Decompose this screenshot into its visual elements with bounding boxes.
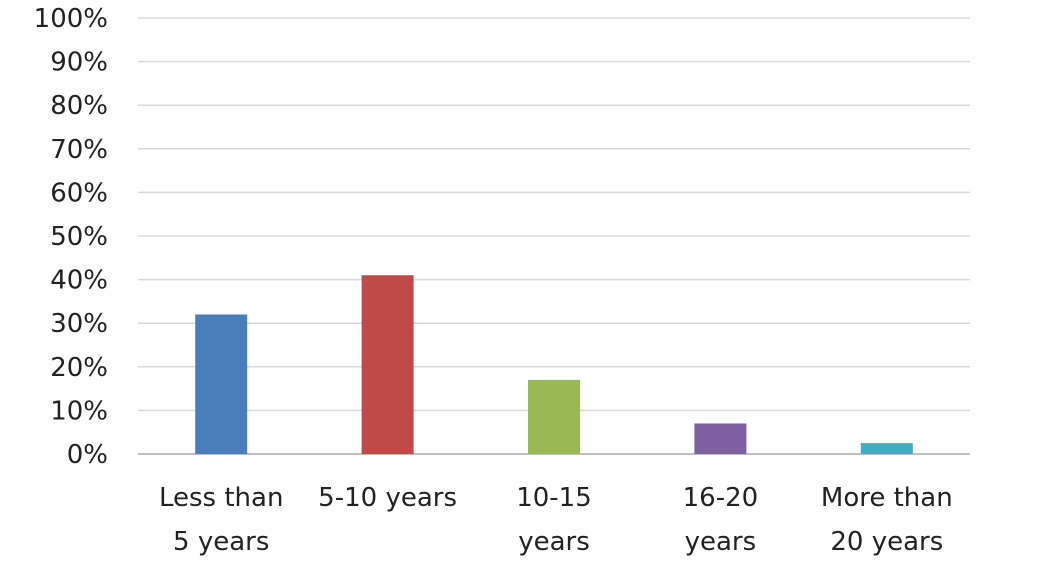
y-tick-label: 10% [50, 396, 108, 426]
y-tick-label: 80% [50, 91, 108, 121]
x-category-label: 16-20 years [683, 483, 759, 557]
gridlines [138, 17, 970, 455]
x-category-label: 5-10 years [318, 483, 457, 513]
y-tick-label: 100% [34, 4, 108, 34]
bar [528, 379, 580, 454]
y-tick-label: 30% [50, 309, 108, 339]
bar [694, 423, 747, 454]
y-tick-label: 40% [50, 266, 108, 296]
y-tick-label: 20% [50, 353, 108, 383]
x-category-label: More than 20 years [821, 483, 953, 557]
y-tick-label: 0% [67, 440, 108, 470]
y-tick-label: 50% [50, 222, 108, 252]
y-axis-tick-labels: 0% 10% 20% 30% 40% 50% 60% 70% 80% 90% 100% [34, 4, 108, 470]
y-tick-label: 70% [50, 135, 108, 165]
bar [361, 275, 414, 454]
y-tick-label: 60% [50, 178, 108, 208]
x-category-label: 10-15 years [516, 483, 592, 557]
bars [195, 275, 913, 454]
y-tick-label: 90% [50, 48, 108, 78]
x-axis-category-labels: Less than 5 years 5-10 years 10-15 years 16-2… [159, 483, 953, 557]
bar [860, 443, 913, 454]
bar [195, 314, 248, 454]
x-category-label: Less than 5 years [159, 483, 283, 557]
